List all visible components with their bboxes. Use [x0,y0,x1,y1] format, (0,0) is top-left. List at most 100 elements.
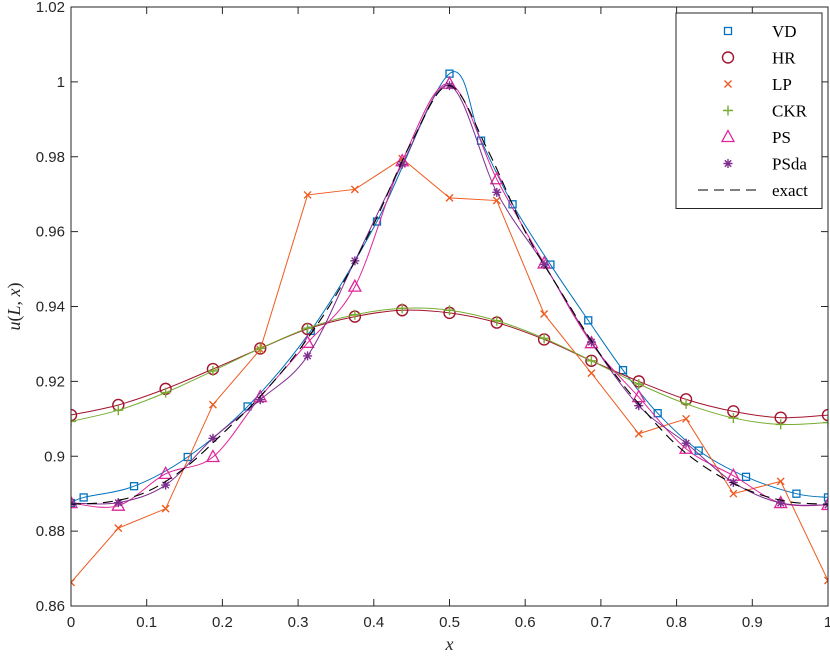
data-point-psda [776,498,786,508]
data-point-lp [682,414,691,423]
y-tick-label: 0.88 [36,523,65,540]
data-point-lp [114,524,123,533]
legend-marker-psda [723,159,733,168]
tick-layer: 0 0.1 0.2 0.3 0.4 0.5 0.6 0.7 0.8 0.9 1 0.86 0.88 0.9… [36,0,830,631]
data-point-ckr [397,303,408,314]
legend-item-vd: VD [723,22,797,41]
legend-label: CKR [772,102,808,121]
data-point-ckr [444,305,455,316]
legend-label: HR [772,49,796,68]
data-point-psda [539,260,549,270]
data-point-lp [303,190,312,199]
data-point-vd [792,489,801,498]
data-point-vd [476,136,486,145]
x-tick-label: 1 [824,614,830,631]
x-tick-label: 0.2 [212,614,233,631]
data-point-lp [350,185,359,194]
x-tick-label: 0.5 [439,614,460,631]
data-point-psda [634,401,644,411]
data-point-ckr [633,378,644,389]
data-point-hr [585,354,598,367]
data-point-vd [79,493,88,502]
legend-item-ckr: CKR [723,102,808,121]
data-point-ckr [255,343,266,354]
legend-label: PS [772,128,791,147]
x-tick-label: 0.9 [742,614,763,631]
data-point-vd [823,493,828,502]
y-tick-label: 0.94 [36,299,65,316]
legend-label: exact [772,181,808,200]
data-point-ps [489,171,504,185]
series-ckr [71,303,828,430]
data-point-ckr [823,417,828,428]
series-exact [71,85,828,505]
legend-item-lp: LP [724,75,792,94]
data-point-ps [158,465,173,479]
y-tick-label: 0.9 [44,448,65,465]
data-point-ckr [586,355,597,366]
y-tick-label: 1 [57,74,65,91]
data-point-ckr [539,333,550,344]
data-point-lp [776,477,785,486]
legend-label: VD [772,22,797,41]
legend-item-hr: HR [721,49,796,68]
data-point-ps [71,495,79,509]
data-point-ckr [681,398,692,409]
data-point-lp [161,504,170,513]
x-tick-label: 0.4 [363,614,384,631]
y-tick-label: 0.96 [36,224,65,241]
data-point-ckr [728,413,739,424]
data-point-lp [208,400,217,409]
data-point-ps [678,440,694,454]
x-tick-label: 0.6 [515,614,536,631]
data-point-ps [111,497,126,511]
data-point-ckr [160,387,171,398]
data-point-vd [653,409,662,418]
legend-label: PSda [772,155,807,174]
legend: VD HR LP CKR PS PSda exact [675,12,823,209]
data-point-lp [445,193,454,202]
x-tick-label: 0.8 [666,614,687,631]
y-tick-label: 0.98 [36,149,65,166]
legend-item-exact: exact [698,181,808,200]
legend-item-psda: PSda [723,155,807,174]
x-tick-label: 0 [67,614,75,631]
data-point-ps [205,449,221,463]
data-point-vd [741,472,751,481]
data-point-psda [208,433,218,443]
data-point-ckr [71,416,76,427]
legend-label: LP [772,75,792,94]
data-point-psda [113,498,123,508]
data-point-lp [492,196,501,205]
data-point-psda [586,337,596,347]
data-point-vd [584,316,593,325]
legend-marker-hr [721,51,735,64]
legend-marker-ckr [723,105,733,116]
data-point-hr [821,408,828,422]
data-point-hr [71,408,78,422]
series-line-lp [71,158,828,583]
data-point-psda [303,351,313,361]
data-point-ckr [207,365,218,376]
data-point-ckr [775,419,786,430]
data-point-vd [618,365,628,375]
series-line-exact [71,85,828,505]
data-point-psda [492,187,502,197]
data-point-lp [71,578,75,587]
series-layer [71,69,828,587]
y-tick-label: 0.86 [36,598,65,615]
x-axis-label: x [445,634,454,654]
legend-box [675,12,823,209]
data-point-psda [397,159,407,169]
series-lp [71,154,828,587]
series-hr [71,304,828,424]
x-tick-label: 0.7 [590,614,611,631]
data-point-ckr [349,309,360,320]
data-point-ckr [302,323,313,334]
y-tick-label: 0.92 [36,373,65,390]
x-tick-label: 0.1 [136,614,157,631]
data-point-lp [729,489,738,498]
data-point-lp [540,309,549,318]
legend-item-ps: PS [720,128,791,147]
